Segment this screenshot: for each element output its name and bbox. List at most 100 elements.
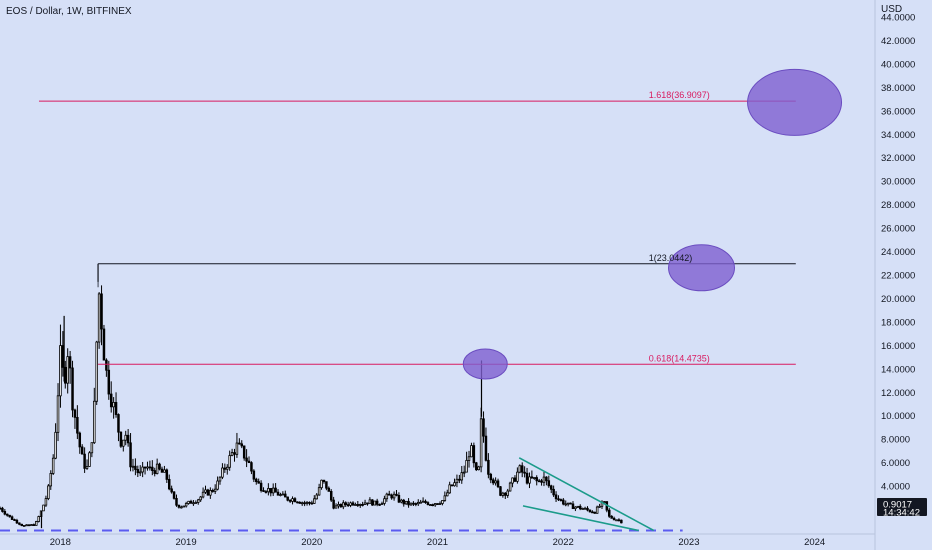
candle-body: [525, 472, 529, 484]
candle-body: [542, 476, 546, 483]
candle-body: [470, 445, 473, 458]
candle-body: [209, 490, 212, 496]
candle-body: [252, 470, 256, 480]
candle-body: [499, 486, 502, 496]
candle-body: [475, 462, 478, 471]
candle-body: [339, 503, 343, 508]
candle-body: [450, 484, 454, 487]
candle-body: [491, 479, 495, 484]
candle-body: [557, 498, 560, 501]
candle-body: [126, 434, 130, 444]
fib-level-label: 0.618(14.4735): [649, 353, 710, 363]
candle-body: [192, 502, 195, 505]
candle-body: [213, 488, 217, 492]
candle-body: [446, 492, 449, 497]
candle-body: [112, 402, 115, 408]
candle-body: [197, 499, 200, 503]
candle-body: [334, 505, 338, 509]
price-badge-background: [877, 498, 927, 516]
candle-body: [412, 502, 415, 505]
candle-body: [325, 481, 328, 489]
candle-body: [245, 457, 248, 462]
candle-body: [617, 519, 621, 522]
candle-body: [100, 293, 103, 330]
fib-level-label: 1.618(36.9097): [649, 90, 710, 100]
candle-body: [296, 501, 299, 504]
price-tick-label: 24.0000: [881, 247, 915, 258]
candle-body: [264, 491, 268, 493]
candle-body: [51, 457, 55, 474]
candle-body: [610, 515, 613, 519]
candle-body: [354, 504, 357, 506]
candle-body: [250, 462, 253, 472]
price-axis: 2.00004.00006.00008.000010.000012.000014…: [881, 13, 915, 517]
candle-body: [380, 503, 384, 505]
candle-body: [170, 488, 173, 493]
candle-body: [578, 505, 582, 510]
candle-body: [564, 503, 567, 506]
price-tick-label: 40.0000: [881, 59, 915, 70]
price-series: [0, 263, 623, 529]
candle-body: [129, 442, 132, 468]
candle-body: [93, 400, 96, 444]
candle-body: [612, 517, 616, 521]
candle-body: [211, 490, 215, 492]
time-tick-label: 2021: [427, 537, 448, 548]
candle-body: [267, 488, 270, 493]
candle-body: [494, 480, 497, 484]
time-tick-label: 2018: [50, 537, 71, 548]
candle-body: [271, 487, 275, 494]
candle-body: [97, 293, 101, 343]
candle-body: [56, 395, 60, 433]
trend-line: [522, 505, 639, 532]
candle-body: [566, 502, 570, 505]
candle-body: [581, 508, 584, 510]
candle-body: [571, 503, 575, 510]
candle-body: [247, 460, 251, 464]
candle-body: [293, 498, 297, 503]
candle-body: [598, 505, 601, 508]
candle-body: [363, 502, 367, 505]
candle-body: [35, 521, 38, 526]
candle-body: [429, 504, 432, 507]
candle-body: [443, 495, 447, 501]
candle-body: [487, 459, 490, 475]
candle-body: [303, 502, 306, 505]
candle-body: [182, 505, 185, 508]
candle-body: [78, 432, 82, 448]
candle-body: [180, 506, 183, 509]
candle-body: [218, 476, 222, 482]
candle-body: [172, 491, 176, 499]
candle-body: [235, 442, 239, 455]
candle-body: [148, 466, 152, 469]
candle-body: [160, 468, 164, 473]
candle-body: [462, 471, 466, 474]
candle-body: [18, 522, 21, 525]
candle-body: [417, 501, 420, 505]
candle-body: [136, 469, 140, 474]
candle-body: [591, 511, 594, 514]
drawing-overlays: 0.618(14.4735) 1(23.0442) 1.618(36.9097): [0, 68, 843, 532]
candle-body: [620, 519, 623, 524]
candle-body: [397, 495, 401, 503]
candle-body: [95, 341, 98, 402]
candle-body: [358, 504, 362, 506]
candle-body: [194, 502, 198, 504]
candle-body: [6, 513, 9, 516]
price-tick-label: 4.0000: [881, 482, 910, 493]
candle-body: [421, 500, 425, 503]
candle-body: [436, 503, 439, 505]
candle-body: [165, 469, 169, 480]
candle-body: [402, 499, 405, 505]
bar-countdown: 14:34:42: [883, 508, 920, 519]
candle-body: [593, 511, 596, 514]
candle-body: [206, 489, 210, 496]
candle-body: [13, 519, 16, 521]
candle-body: [37, 516, 40, 522]
candle-body: [109, 393, 113, 408]
candle-body: [22, 525, 26, 527]
candle-body: [508, 482, 512, 492]
candle-body: [204, 489, 207, 493]
candle-body: [424, 500, 427, 504]
